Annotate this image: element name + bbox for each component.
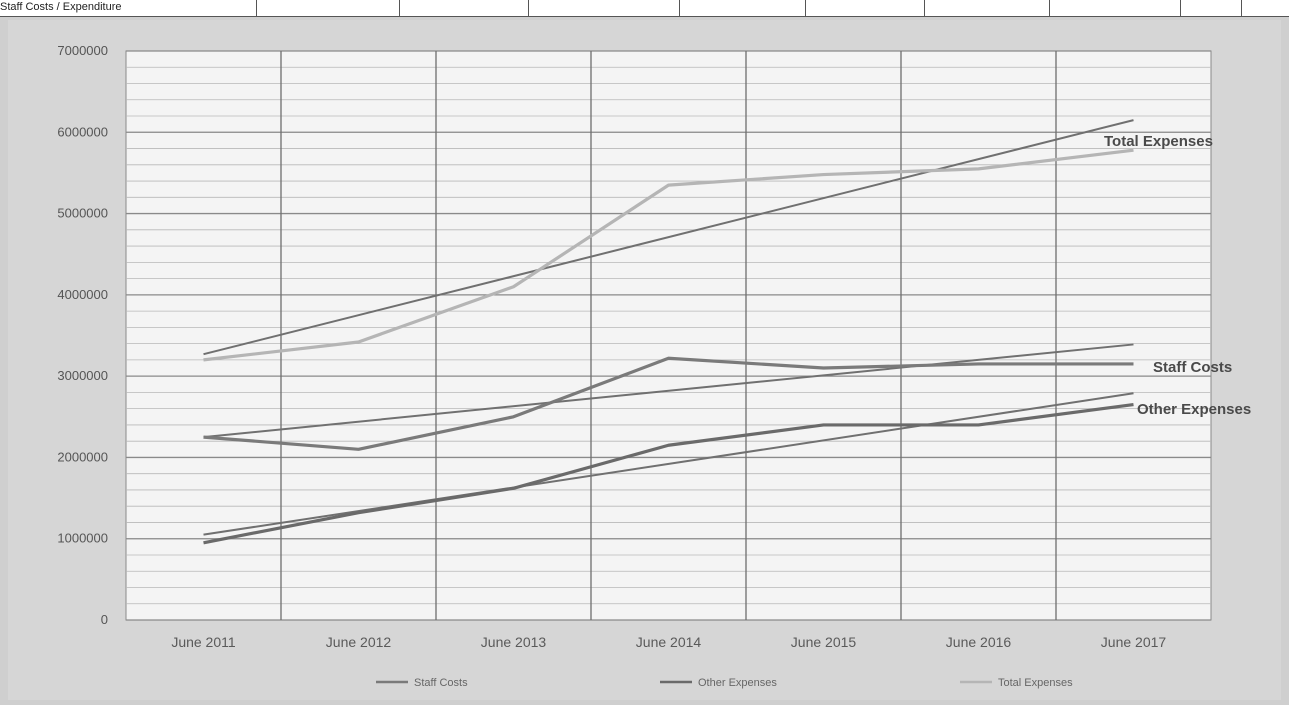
- header-cell: [529, 0, 680, 16]
- spreadsheet-header-strip: Staff Costs / Expenditure: [0, 0, 1289, 17]
- legend-label: Other Expenses: [698, 677, 777, 689]
- y-tick-label: 6000000: [57, 124, 108, 139]
- series-annotation: Other Expenses: [1137, 401, 1251, 418]
- y-tick-label: 7000000: [57, 43, 108, 58]
- header-cell: Staff Costs / Expenditure: [0, 0, 257, 16]
- y-tick-label: 5000000: [57, 206, 108, 221]
- x-tick-label: June 2011: [171, 634, 236, 650]
- series-annotation: Staff Costs: [1153, 359, 1232, 376]
- header-cell: [925, 0, 1050, 16]
- series-annotations: Total Expenses Staff Costs Other Expenses: [1104, 133, 1251, 418]
- header-cell: [257, 0, 400, 16]
- header-cell: [1050, 0, 1181, 16]
- major-gridlines: [126, 50, 1211, 621]
- series-lines: [203, 148, 1134, 545]
- trendlines: [203, 119, 1134, 536]
- legend: Staff Costs Other Expenses Total Expenses: [376, 677, 1073, 689]
- line-chart: 0 1000000 2000000 3000000 4000000 5000000 6000…: [57, 43, 1251, 689]
- y-tick-label: 0: [101, 612, 108, 627]
- legend-label: Staff Costs: [414, 677, 468, 689]
- series-line-other-expenses: [203, 403, 1134, 545]
- x-tick-label: June 2016: [946, 634, 1012, 650]
- header-cell: [680, 0, 806, 16]
- x-tick-label: June 2012: [326, 634, 392, 650]
- header-cell: [400, 0, 529, 16]
- x-tick-label: June 2017: [1101, 634, 1167, 650]
- chart-area: 0 1000000 2000000 3000000 4000000 5000000 6000…: [8, 20, 1281, 700]
- x-tick-label: June 2013: [481, 634, 547, 650]
- trendline: [203, 119, 1134, 356]
- series-line-staff-costs: [203, 356, 1134, 451]
- header-cell: [1242, 0, 1288, 16]
- series-line-total-expenses: [203, 148, 1134, 362]
- header-cell: [1181, 0, 1242, 16]
- x-axis-tick-labels: June 2011 June 2012 June 2013 June 2014 June…: [171, 634, 1166, 650]
- y-tick-label: 2000000: [57, 449, 108, 464]
- y-tick-label: 3000000: [57, 368, 108, 383]
- x-tick-label: June 2014: [636, 634, 702, 650]
- legend-label: Total Expenses: [998, 677, 1073, 689]
- trendline: [203, 392, 1134, 536]
- y-tick-label: 1000000: [57, 531, 108, 546]
- y-tick-label: 4000000: [57, 287, 108, 302]
- x-tick-label: June 2015: [791, 634, 857, 650]
- trendline: [203, 343, 1134, 439]
- series-annotation: Total Expenses: [1104, 133, 1213, 150]
- plot-area: [125, 50, 1212, 621]
- y-axis-tick-labels: 0 1000000 2000000 3000000 4000000 5000000 6000…: [57, 43, 108, 627]
- header-cell: [806, 0, 925, 16]
